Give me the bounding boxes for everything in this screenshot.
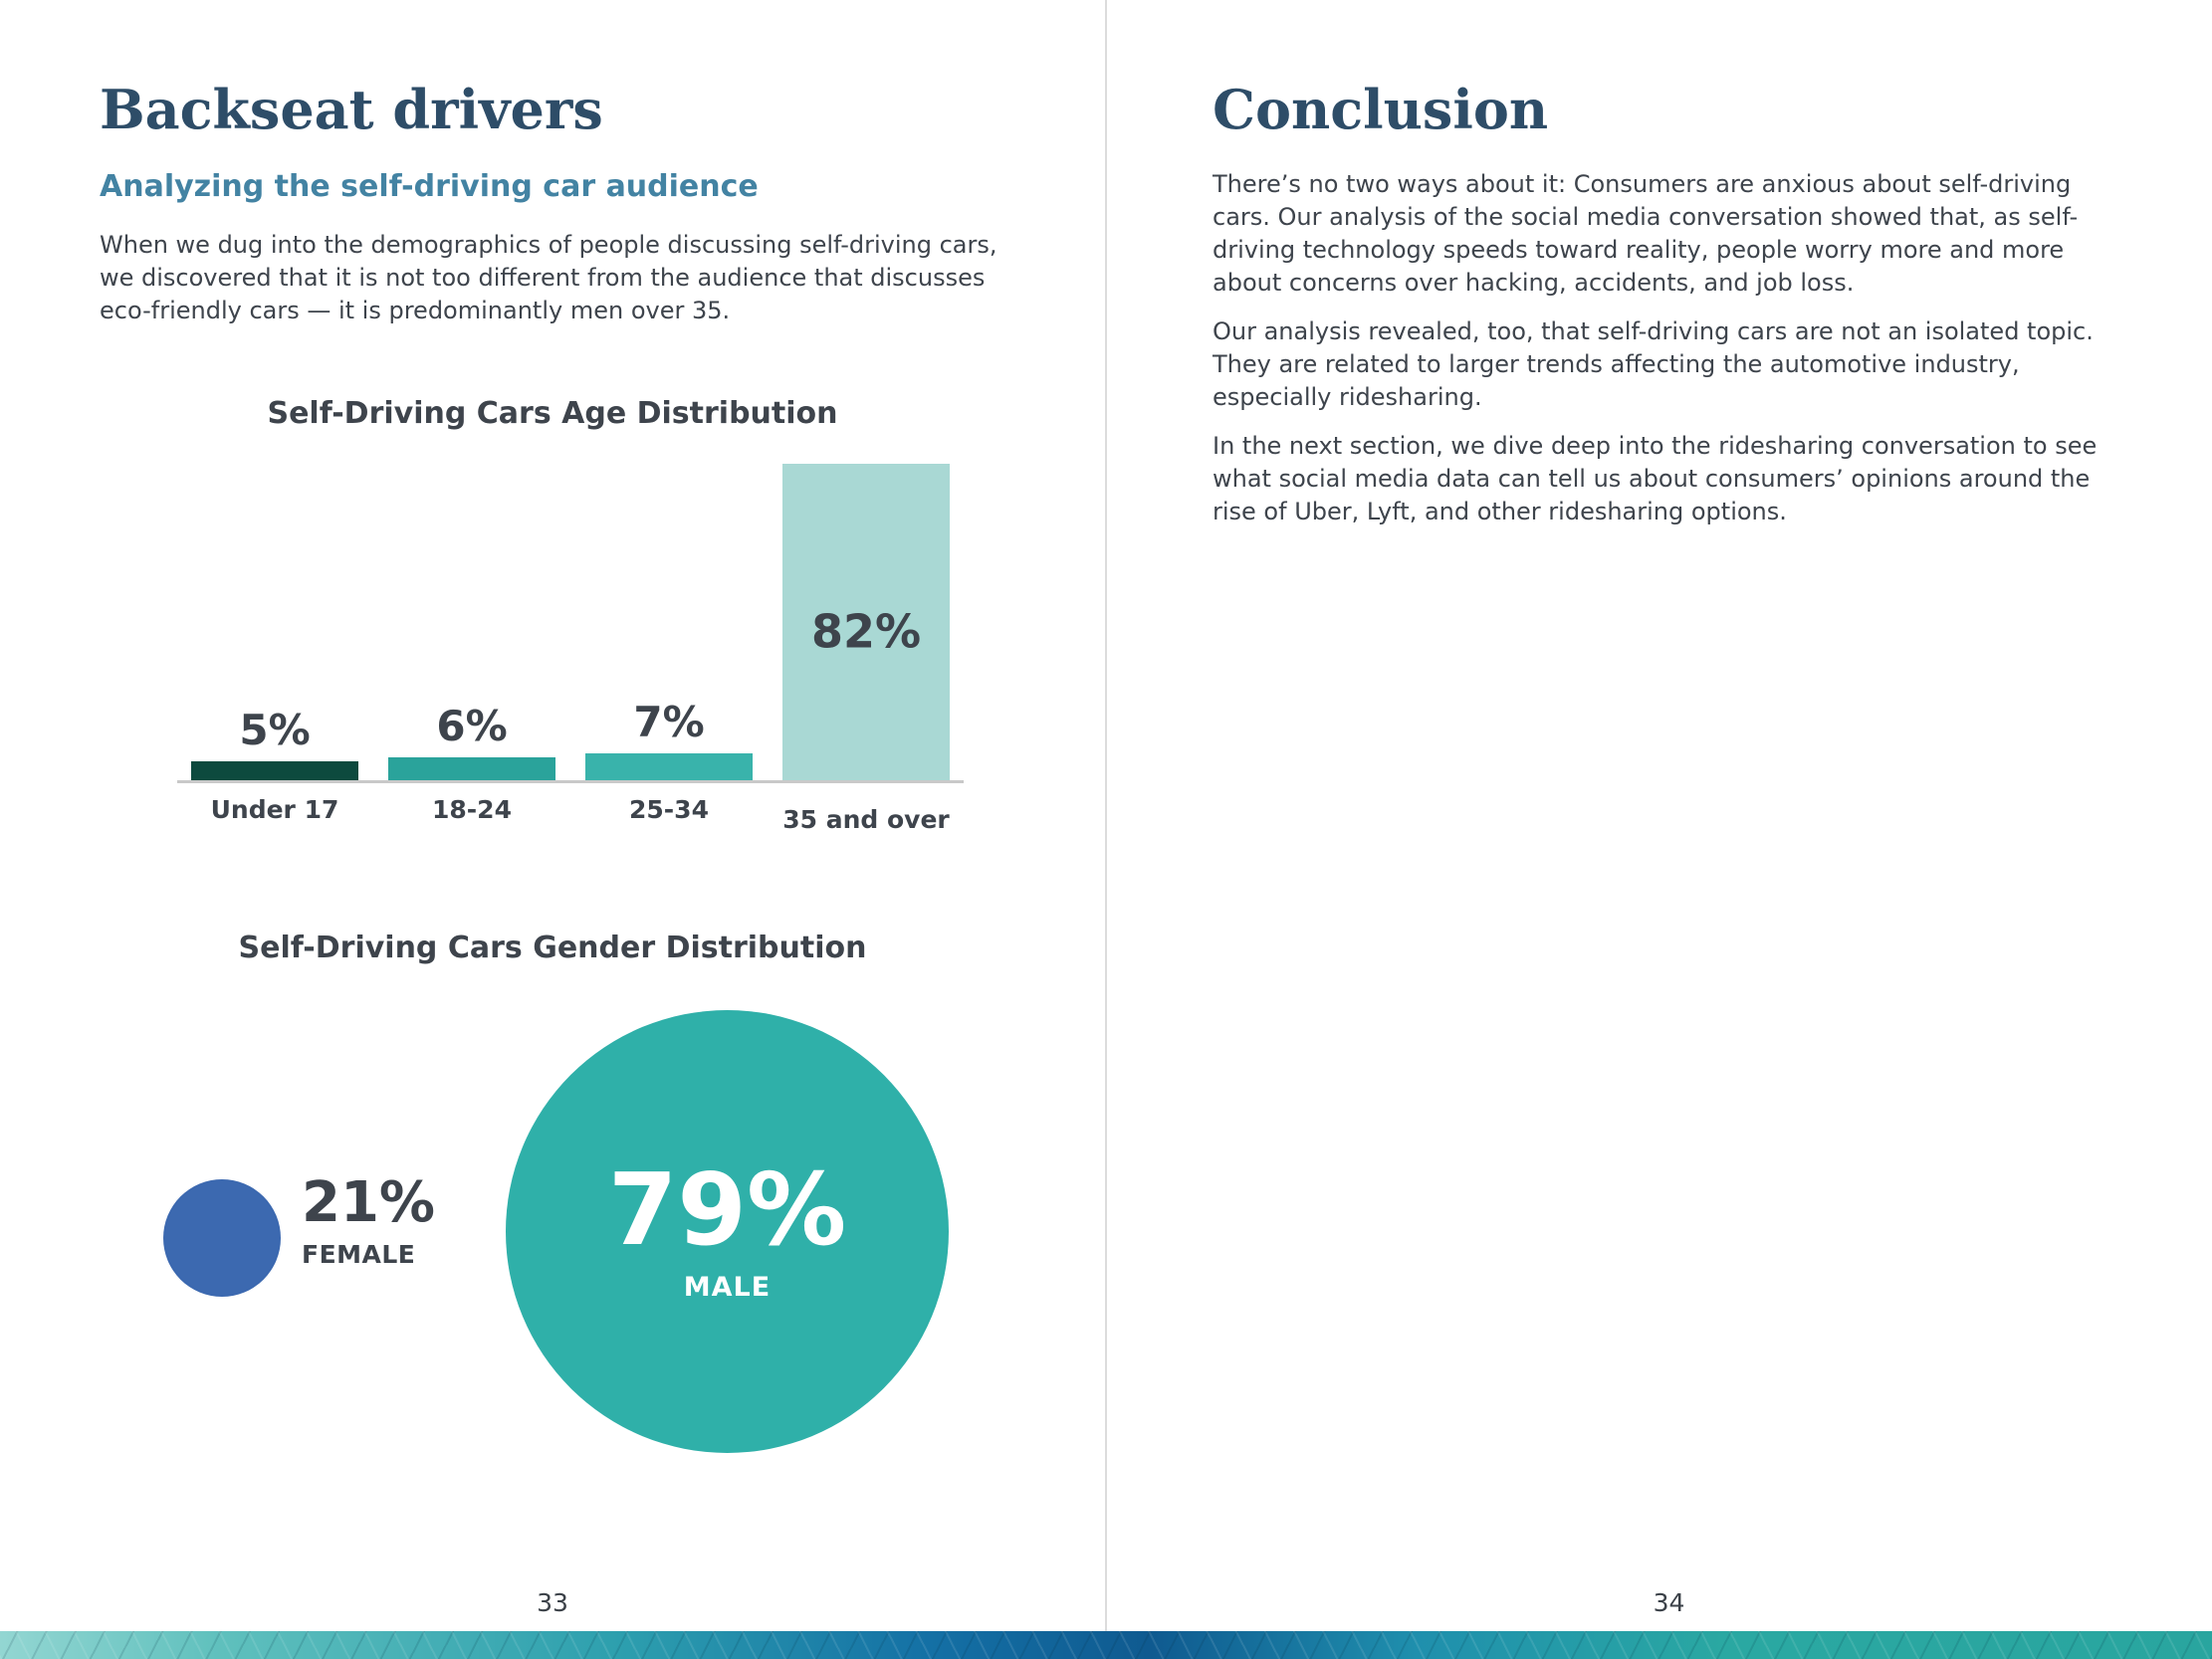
page-title-backseat-drivers: Backseat drivers [100,78,603,141]
page-left: Backseat drivers Analyzing the self-driv… [100,0,1005,1659]
female-percentage: 21% [302,1170,436,1235]
age-chart-title: Self-Driving Cars Age Distribution [267,396,838,431]
bar-column-18-24: 6% [388,701,555,780]
bar-under-17 [191,761,358,780]
bar-value-label-35-and-over: 82% [810,604,922,659]
age-distribution-chart: Self-Driving Cars Age Distribution 5% 6% 7… [100,396,1005,834]
gender-chart-title: Self-Driving Cars Gender Distribution [238,931,867,965]
x-axis-label-25-34: 25-34 [629,795,709,824]
male-percentage: 79% [607,1151,847,1268]
page-divider [1105,0,1107,1631]
page-right: Conclusion There’s no two ways about it:… [1213,0,2125,1659]
bar-value-label-under-17: 5% [239,705,311,754]
male-circle: 79% MALE [506,1010,949,1453]
decorative-footer-band [0,1631,2212,1659]
conclusion-paragraphs: There’s no two ways about it: Consumers … [1213,168,2125,528]
bar-value-label-18-24: 6% [436,701,508,750]
page-number-left: 33 [537,1588,568,1617]
bar-chart-bars: 5% 6% 7% 82% [177,464,964,783]
male-caption: MALE [683,1272,772,1303]
bar-chart-x-axis-labels: Under 17 18-24 25-34 35 and over [177,795,964,834]
page-number-right: 34 [1653,1588,1685,1617]
conclusion-paragraph: In the next section, we dive deep into t… [1213,431,2098,525]
bar-chart-plot-area: 5% 6% 7% 82% Under 17 18-24 25-34 35 and over [177,464,964,834]
intro-paragraph: When we dug into the demographics of peo… [100,231,997,325]
conclusion-paragraph: Our analysis revealed, too, that self-dr… [1213,316,2094,411]
bar-18-24 [388,757,555,780]
bar-value-label-25-34: 7% [633,697,705,746]
x-axis-label-35-and-over: 35 and over [782,805,950,834]
gender-chart-body: 21% FEMALE 79% MALE [100,975,1005,1473]
gender-distribution-chart: Self-Driving Cars Gender Distribution 21… [100,931,1005,1473]
page-title-conclusion: Conclusion [1213,78,1549,141]
bar-25-34 [585,753,753,780]
x-axis-label-18-24: 18-24 [432,795,512,824]
female-label-block: 21% FEMALE [302,1172,435,1269]
bar-35-and-over: 82% [782,464,950,780]
x-axis-label-under-17: Under 17 [210,795,339,824]
page-subtitle: Analyzing the self-driving car audience [100,168,759,204]
conclusion-paragraph: There’s no two ways about it: Consumers … [1213,169,2079,297]
bar-column-35-and-over: 82% [782,464,950,780]
bar-column-25-34: 7% [585,697,753,780]
bar-column-under-17: 5% [191,705,358,780]
female-circle [163,1179,281,1297]
female-caption: FEMALE [302,1239,416,1269]
